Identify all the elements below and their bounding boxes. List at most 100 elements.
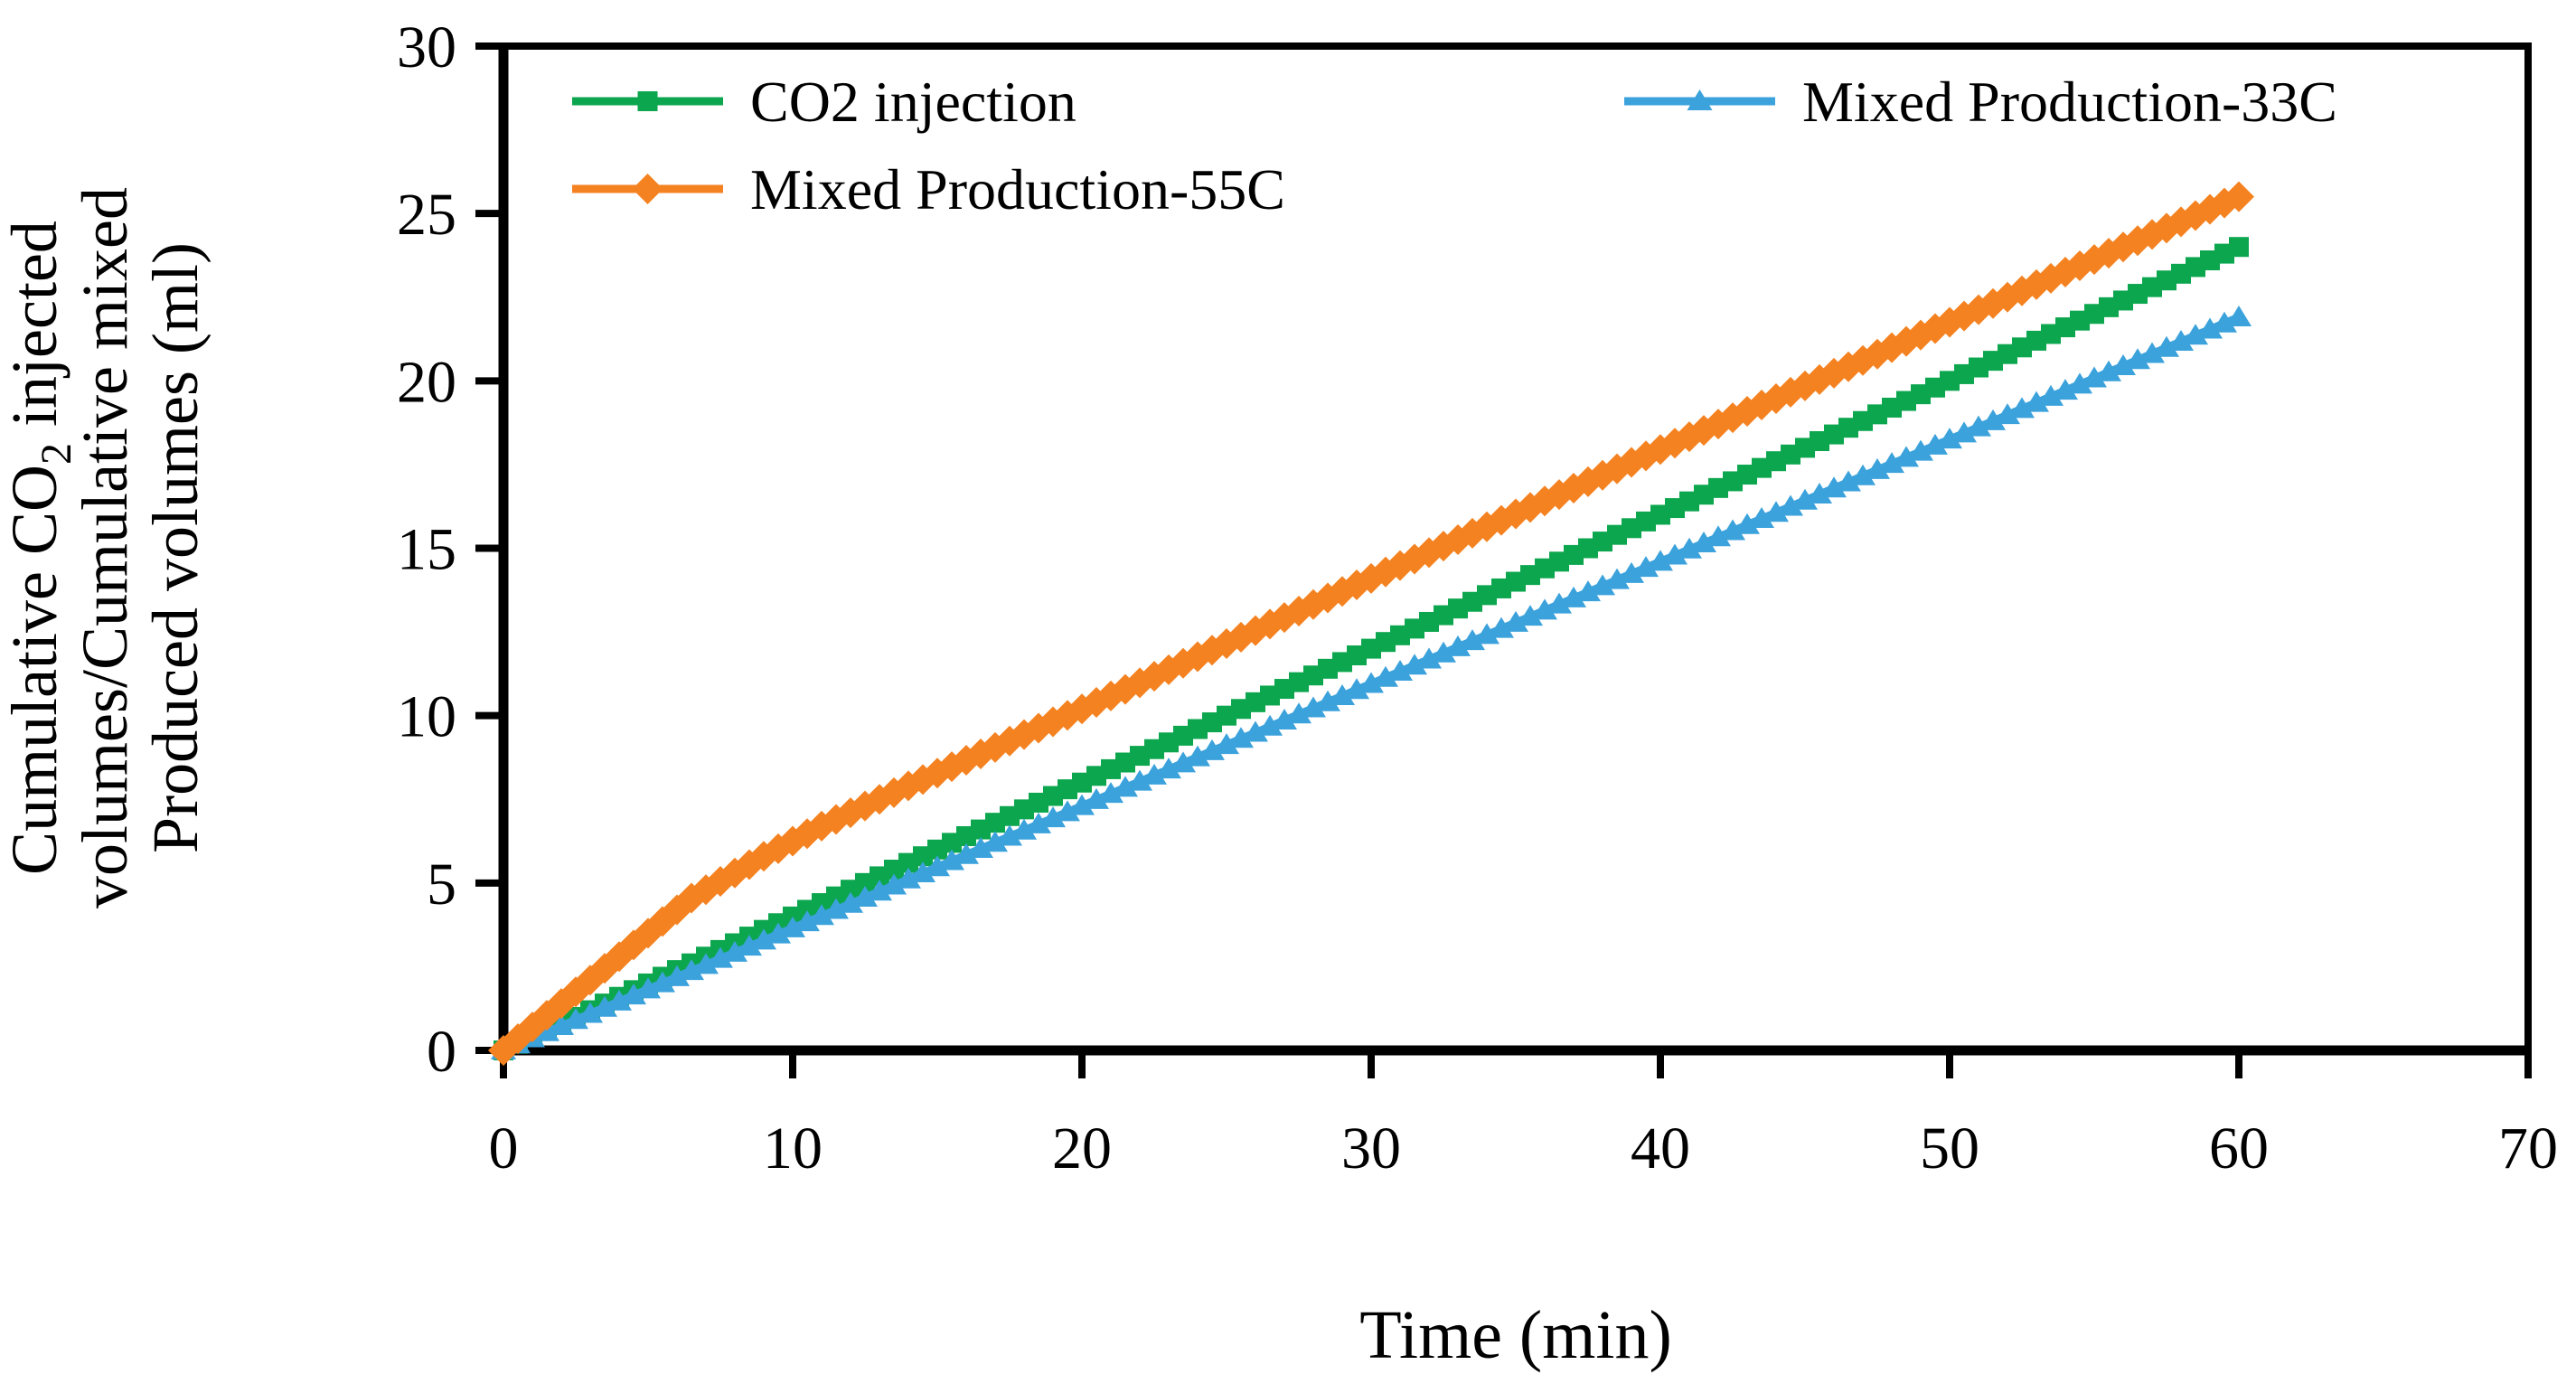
x-tick-label: 20: [1052, 1115, 1112, 1181]
triangle-marker: [1720, 519, 1745, 541]
triangle-marker: [563, 1008, 588, 1030]
triangle-marker: [2096, 360, 2121, 381]
triangle-marker: [1980, 409, 2006, 430]
triangle-marker: [2024, 391, 2049, 412]
triangle-marker: [1590, 574, 1615, 596]
triangle-marker: [1836, 470, 1861, 492]
triangle-marker: [1687, 89, 1713, 110]
triangle-marker: [867, 880, 892, 901]
y-tick-label: 25: [397, 182, 456, 248]
triangle-marker: [621, 984, 646, 1005]
y-axis-title: Cumulative CO2 injected volumes/Cumulati…: [0, 187, 212, 908]
triangle-marker: [606, 989, 632, 1011]
triangle-marker: [2154, 335, 2179, 357]
triangle-marker: [2212, 311, 2237, 333]
triangle-marker: [2183, 324, 2208, 345]
triangle-marker: [1691, 532, 1716, 553]
triangle-marker: [1633, 556, 1659, 578]
triangle-marker: [2197, 317, 2223, 339]
triangle-marker: [1474, 623, 1500, 645]
triangle-marker: [664, 965, 690, 986]
triangle-marker: [1330, 684, 1355, 706]
triangle-marker: [1257, 714, 1283, 736]
triangle-marker: [1619, 561, 1644, 583]
triangle-marker: [1387, 659, 1413, 681]
triangle-marker: [2009, 397, 2035, 419]
triangle-marker: [1677, 537, 1702, 559]
triangle-marker: [1344, 678, 1369, 700]
triangle-marker: [1127, 769, 1152, 791]
triangle-marker: [766, 922, 791, 944]
triangle-marker: [751, 928, 776, 950]
triangle-marker: [1445, 635, 1471, 656]
triangle-marker: [1084, 787, 1109, 809]
triangle-marker: [1011, 818, 1037, 840]
legend-item-co2-injection: CO2 injection: [572, 70, 1076, 134]
triangle-marker: [794, 910, 820, 932]
triangle-marker: [1923, 433, 1948, 455]
triangle-marker: [1098, 782, 1123, 804]
triangle-marker: [578, 1002, 603, 1023]
triangle-marker: [2168, 330, 2194, 352]
triangle-marker: [1604, 568, 1630, 589]
triangle-marker: [722, 940, 747, 962]
triangle-marker: [708, 946, 733, 968]
triangle-marker: [1821, 476, 1847, 498]
triangle-marker: [1142, 763, 1167, 785]
legend-label-co2-injection: CO2 injection: [750, 70, 1076, 134]
triangle-marker: [954, 842, 979, 864]
triangle-marker: [1113, 776, 1138, 797]
triangle-marker: [809, 904, 834, 926]
triangle-marker: [1315, 690, 1340, 711]
triangle-marker: [838, 891, 863, 913]
triangle-marker: [1865, 457, 1890, 479]
triangle-marker: [1735, 513, 1760, 534]
triangle-marker: [534, 1020, 559, 1041]
triangle-marker: [1373, 665, 1398, 687]
square-marker: [637, 91, 658, 111]
triangle-marker: [1228, 727, 1254, 748]
y-axis-title-line1: Cumulative CO2 injected: [0, 221, 80, 875]
y-axis-title-line2: volumes/Cumulative mixed: [69, 187, 141, 908]
triangle-marker: [1185, 745, 1210, 767]
x-tick-label: 60: [2209, 1115, 2269, 1181]
triangle-marker: [852, 886, 878, 908]
legend-label-mixed-production-33c: Mixed Production-33C: [1802, 70, 2337, 134]
triangle-marker: [2226, 305, 2252, 326]
triangle-marker: [1792, 488, 1818, 510]
y-tick-label: 10: [397, 684, 456, 750]
triangle-marker: [925, 855, 950, 877]
triangle-marker: [780, 916, 805, 937]
triangle-marker: [896, 867, 921, 889]
triangle-marker: [1301, 696, 1326, 718]
triangle-marker: [1416, 647, 1442, 669]
x-tick-label: 50: [1920, 1115, 1979, 1181]
triangle-marker: [1763, 501, 1789, 522]
y-tick-label: 15: [397, 517, 456, 583]
triangle-marker: [1055, 800, 1080, 822]
x-tick-label: 10: [763, 1115, 823, 1181]
triangle-marker: [1706, 525, 1731, 547]
y-axis-ticks: 0 5 10 15 20 25 30: [397, 14, 503, 1085]
triangle-marker: [1749, 507, 1774, 529]
triangle-marker: [1937, 428, 1962, 449]
triangle-marker: [1547, 592, 1572, 614]
triangle-marker: [1648, 550, 1673, 571]
triangle-marker: [679, 959, 704, 981]
triangle-marker: [1879, 452, 1904, 474]
x-tick-label: 0: [489, 1115, 519, 1181]
y-tick-label: 30: [397, 14, 456, 80]
triangle-marker: [1894, 446, 1919, 467]
triangle-marker: [1503, 610, 1528, 632]
triangle-marker: [1995, 403, 2020, 425]
triangle-marker: [982, 831, 1008, 852]
triangle-marker: [650, 971, 675, 993]
triangle-marker: [823, 898, 849, 919]
triangle-marker: [1272, 709, 1297, 730]
triangle-marker: [1431, 641, 1456, 663]
triangle-marker: [1966, 415, 1991, 437]
triangle-marker: [2038, 384, 2064, 406]
triangle-marker: [2111, 354, 2136, 376]
legend-item-mixed-production-33c: Mixed Production-33C: [1624, 70, 2337, 134]
